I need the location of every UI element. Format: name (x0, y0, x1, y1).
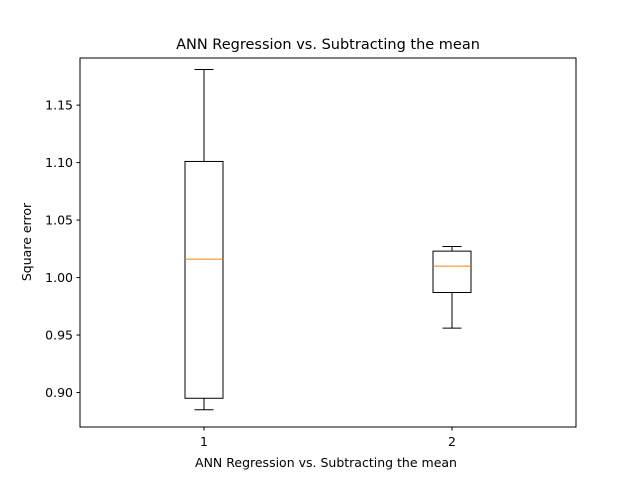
y-tick-label: 1.15 (45, 98, 73, 113)
y-tick-label: 1.05 (45, 213, 73, 228)
y-tick-label: 0.90 (45, 385, 73, 400)
y-axis: 0.90 0.95 1.00 1.05 1.10 1.15 (45, 98, 80, 400)
chart-title: ANN Regression vs. Subtracting the mean (176, 37, 480, 53)
plot-marks (184, 68, 472, 411)
box-2-iqr (432, 250, 472, 294)
x-axis-label: ANN Regression vs. Subtracting the mean (195, 455, 457, 470)
y-tick-label: 0.95 (45, 328, 73, 343)
y-tick-label: 1.00 (45, 270, 73, 285)
plot-area-frame (79, 57, 577, 428)
y-axis-label: Square error (19, 202, 34, 281)
x-tick-label: 1 (200, 434, 208, 449)
box-1-iqr (184, 160, 224, 399)
x-tick-label: 2 (448, 434, 456, 449)
y-tick-label: 1.10 (45, 155, 73, 170)
